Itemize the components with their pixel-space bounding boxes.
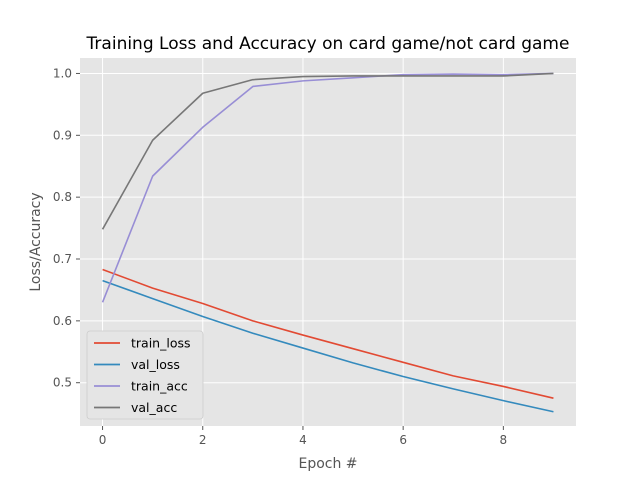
legend-frame (86, 330, 204, 420)
x-tick-label: 2 (199, 433, 207, 447)
x-axis-label: Epoch # (298, 456, 357, 472)
series-line-val-acc (101, 72, 554, 230)
y-axis-label: Loss/Accuracy (28, 192, 44, 291)
x-tick-label: 4 (299, 433, 307, 447)
ticks: 0.5 0.6 0.7 0.8 0.9 1.0 0 2 4 6 8 (53, 66, 507, 447)
series-line-train-acc (101, 72, 554, 303)
series-lines (101, 72, 554, 413)
legend-label: train_loss (131, 336, 191, 351)
legend-label: train_acc (131, 379, 188, 394)
chart-title: Training Loss and Accuracy on card game/… (86, 34, 570, 54)
legend: train_loss val_loss train_acc val_acc (86, 330, 204, 420)
x-tick-label: 8 (500, 433, 508, 447)
grid (80, 58, 576, 426)
y-tick-label: 0.9 (53, 128, 72, 142)
legend-label: val_loss (131, 357, 180, 372)
y-tick-label: 0.5 (53, 376, 72, 390)
y-tick-label: 0.7 (53, 252, 72, 266)
legend-label: val_acc (131, 400, 177, 415)
y-tick-label: 1.0 (53, 66, 72, 80)
x-tick-label: 6 (399, 433, 407, 447)
series-line-val-loss (102, 279, 554, 413)
series-line-train-loss (102, 268, 554, 399)
x-tick-label: 0 (99, 433, 107, 447)
y-tick-label: 0.6 (53, 314, 72, 328)
y-tick-label: 0.8 (53, 190, 72, 204)
